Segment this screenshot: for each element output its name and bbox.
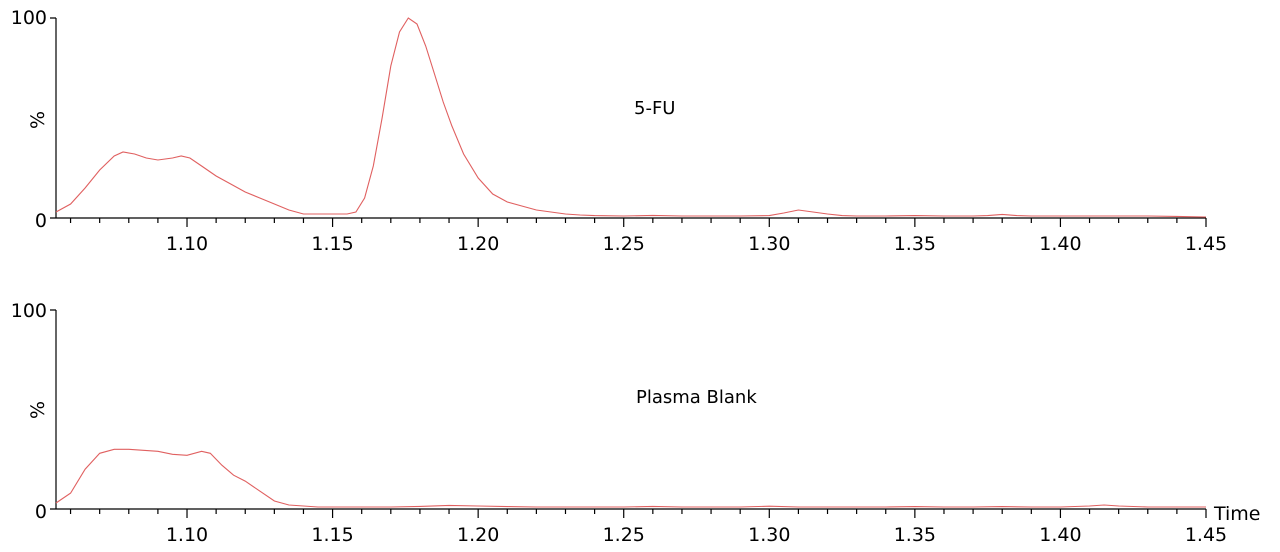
x-tick-label: 1.25: [603, 524, 645, 546]
panel1-y-axis-line: [50, 17, 57, 219]
panel-5fu: % 100 0 5-FU 1.10 1.15 1.20 1.25 1.30 1.35 1.4…: [11, 7, 1227, 255]
x-tick-label: 1.15: [311, 524, 353, 546]
x-tick-label: 1.10: [166, 524, 208, 546]
x-tick-label: 1.45: [1185, 524, 1227, 546]
x-tick-label: 1.40: [1039, 233, 1081, 255]
x-tick-label: 1.30: [748, 524, 790, 546]
x-tick-label: 1.45: [1185, 233, 1227, 255]
panel2-ytick-0: 0: [35, 501, 47, 523]
x-tick-label: 1.35: [894, 524, 936, 546]
x-tick-label: 1.20: [457, 524, 499, 546]
x-tick-label: 1.40: [1039, 524, 1081, 546]
panel1-annotation: 5-FU: [634, 98, 675, 119]
x-tick-label: 1.35: [894, 233, 936, 255]
panel1-ytick-100: 100: [11, 7, 47, 29]
panel-plasma-blank: % 100 0 Plasma Blank Time 1.10 1.15 1.20 1.…: [11, 300, 1261, 546]
panel2-y-axis-line: [50, 309, 57, 510]
panel2-xlabel: Time: [1213, 503, 1261, 525]
panel2-x-axis: 1.10 1.15 1.20 1.25 1.30 1.35 1.40 1.45: [69, 509, 1227, 546]
x-tick-label: 1.30: [748, 233, 790, 255]
panel2-ylabel: %: [27, 401, 49, 419]
panel2-ytick-100: 100: [11, 300, 47, 322]
panel2-trace-line: [55, 448, 1206, 508]
panel1-ytick-0: 0: [35, 210, 47, 232]
panel1-trace-line: [55, 17, 1207, 218]
panel1-x-axis: 1.10 1.15 1.20 1.25 1.30 1.35 1.40 1.45: [69, 218, 1227, 255]
x-tick-label: 1.25: [603, 233, 645, 255]
x-tick-label: 1.20: [457, 233, 499, 255]
x-tick-label: 1.10: [166, 233, 208, 255]
x-tick-label: 1.15: [311, 233, 353, 255]
panel2-annotation: Plasma Blank: [636, 387, 757, 408]
panel1-ylabel: %: [27, 111, 49, 129]
